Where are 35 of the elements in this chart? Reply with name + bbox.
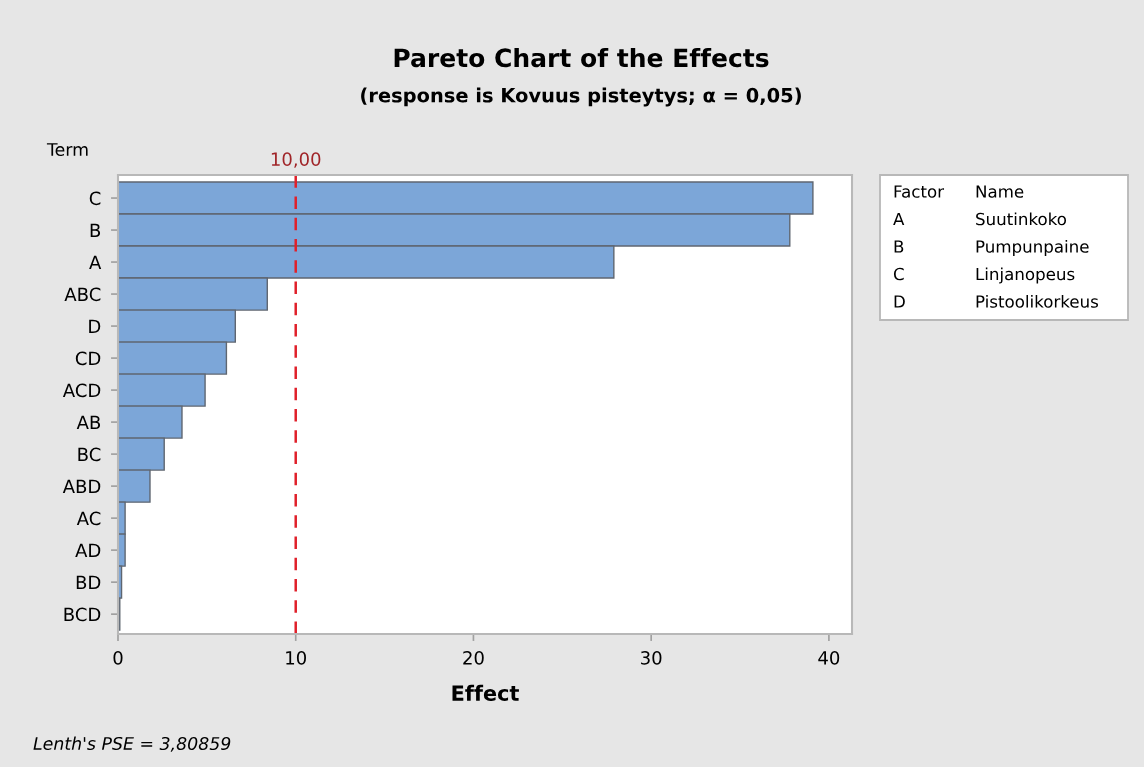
text: Suutinkoko [976, 212, 1067, 226]
y-tick-label: BC [78, 447, 101, 462]
x-tick-label: 30 [641, 650, 662, 665]
y-tick-label: AB [76, 415, 101, 429]
y-tick-label: BD [76, 575, 101, 590]
text: Pistoolikorkeus [976, 294, 1099, 308]
y-axis-title: Term [46, 143, 88, 157]
x-tick-label: 20 [463, 650, 484, 665]
y-tick-label: ABD [62, 479, 101, 493]
text: B [894, 240, 904, 253]
y-tick-label: BCD [64, 607, 101, 622]
text: C [893, 267, 904, 281]
ref-line-label: 10,00 [271, 152, 321, 168]
text: D [894, 295, 905, 308]
y-tick-label: AC [76, 511, 101, 526]
y-tick-label: ACD [62, 383, 101, 398]
y-tick-label: D [89, 319, 101, 333]
text: Factor [894, 185, 945, 198]
y-tick-label: CD [75, 351, 101, 366]
y-tick-label: C [89, 191, 101, 206]
chart-title: Pareto Chart of the Effects [394, 47, 769, 68]
text: Name [976, 185, 1024, 198]
x-tick-label: 40 [818, 650, 840, 665]
x-axis-title: Effect [452, 684, 519, 701]
text: Lenth's PSE = 3,80859 [33, 736, 231, 752]
x-tick-label: 10 [286, 650, 307, 665]
x-tick-label: 0 [113, 650, 123, 665]
y-tick-label: ABC [64, 287, 101, 302]
text: Pumpunpaine [976, 239, 1089, 257]
text: Linjanopeus [976, 267, 1075, 284]
y-tick-label: B [90, 223, 101, 237]
y-tick-label: AD [75, 543, 101, 557]
y-tick-label: A [89, 255, 102, 269]
text: A [893, 212, 905, 226]
chart-subtitle: (response is Kovuus pisteytys; α = 0,05) [361, 87, 801, 107]
